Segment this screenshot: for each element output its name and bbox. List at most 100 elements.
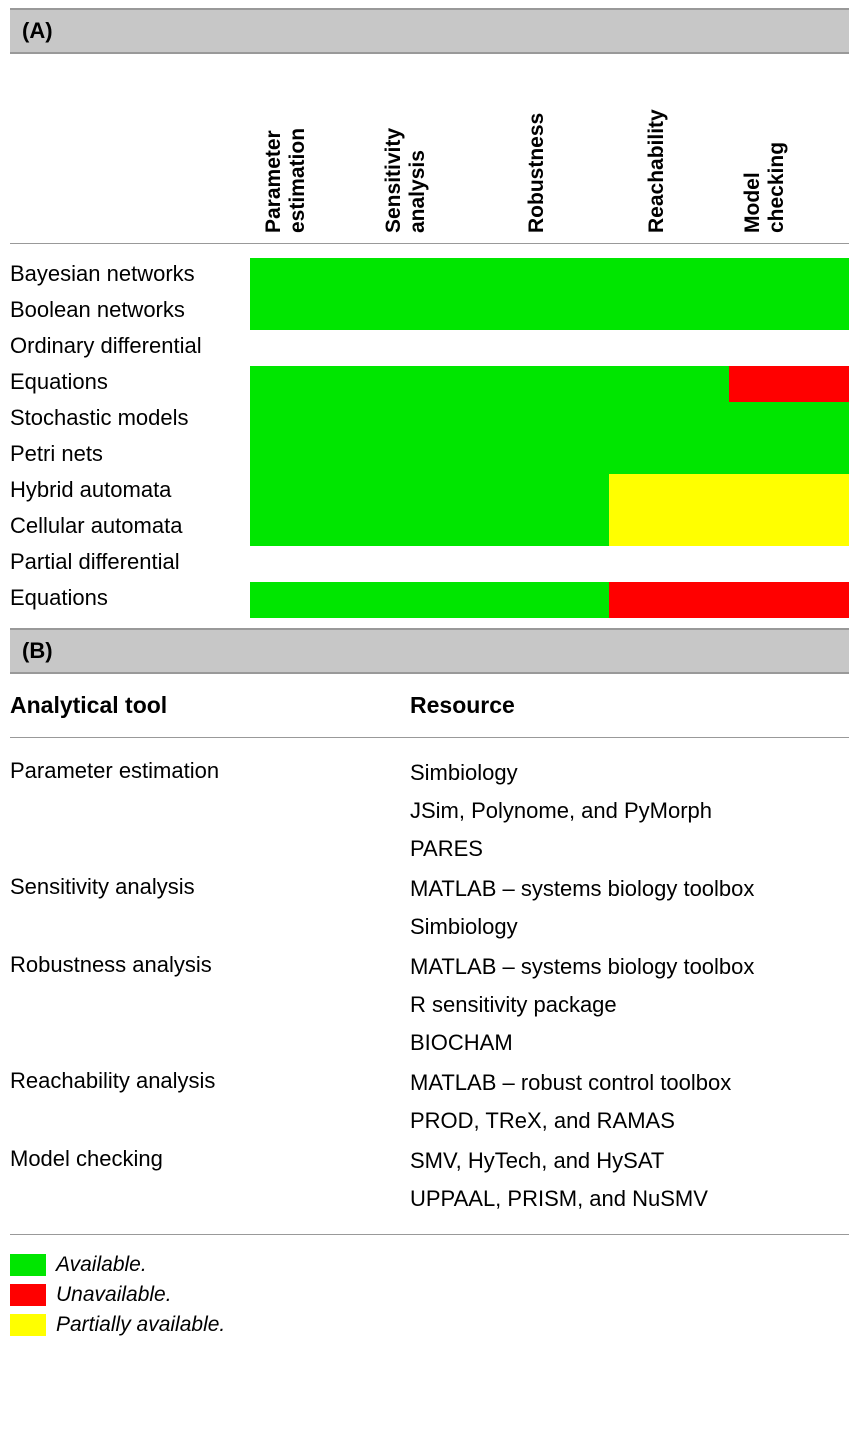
table-row: Stochastic models: [10, 402, 849, 438]
table-row: Partial differential: [10, 546, 849, 582]
availability-cell: [490, 258, 610, 294]
legend-item: Partially available.: [10, 1313, 849, 1337]
resource-list: MATLAB – systems biology toolboxR sensit…: [410, 948, 849, 1062]
part-b-col-tool: Analytical tool: [10, 692, 410, 719]
availability-cell: [370, 510, 490, 546]
availability-cell: [609, 294, 729, 330]
part-a-column-headers: ParameterestimationSensitivityanalysisRo…: [10, 54, 849, 244]
availability-cell: [609, 474, 729, 510]
table-row: Hybrid automata: [10, 474, 849, 510]
resource-item: JSim, Polynome, and PyMorph: [410, 792, 849, 830]
part-b-header-row: Analytical tool Resource: [10, 674, 849, 738]
row-label: Cellular automata: [10, 510, 250, 546]
availability-cell: [370, 402, 490, 438]
resource-list: SMV, HyTech, and HySATUPPAAL, PRISM, and…: [410, 1142, 849, 1218]
legend-item: Unavailable.: [10, 1283, 849, 1307]
legend-label: Unavailable.: [56, 1283, 172, 1307]
column-header-label: Robustness: [525, 113, 549, 233]
column-header: Modelchecking: [729, 54, 849, 243]
availability-cell: [609, 402, 729, 438]
legend-swatch: [10, 1314, 46, 1336]
availability-cell: [490, 582, 610, 618]
availability-cell: [250, 366, 370, 402]
availability-cell: [370, 294, 490, 330]
resource-item: SMV, HyTech, and HySAT: [410, 1142, 849, 1180]
legend-label: Partially available.: [56, 1313, 225, 1337]
availability-cell: [729, 546, 849, 582]
resource-item: BIOCHAM: [410, 1024, 849, 1062]
table-row: Boolean networks: [10, 294, 849, 330]
row-label: Petri nets: [10, 438, 250, 474]
availability-cell: [370, 258, 490, 294]
row-label: Ordinary differential: [10, 330, 250, 366]
availability-cell: [490, 366, 610, 402]
resource-item: PROD, TReX, and RAMAS: [410, 1102, 849, 1140]
part-a-body: Bayesian networksBoolean networksOrdinar…: [10, 244, 849, 628]
availability-cell: [490, 294, 610, 330]
analytical-tool-label: Reachability analysis: [10, 1064, 410, 1140]
legend-swatch: [10, 1254, 46, 1276]
resource-item: R sensitivity package: [410, 986, 849, 1024]
table-row: Bayesian networks: [10, 258, 849, 294]
tool-row: Model checkingSMV, HyTech, and HySATUPPA…: [10, 1142, 849, 1218]
tool-row: Parameter estimationSimbiologyJSim, Poly…: [10, 754, 849, 868]
table-row: Equations: [10, 582, 849, 618]
row-label: Equations: [10, 582, 250, 618]
row-label: Hybrid automata: [10, 474, 250, 510]
availability-cell: [250, 546, 370, 582]
availability-cell: [729, 582, 849, 618]
availability-cell: [609, 582, 729, 618]
table-row: Cellular automata: [10, 510, 849, 546]
resource-item: UPPAAL, PRISM, and NuSMV: [410, 1180, 849, 1218]
availability-cell: [490, 510, 610, 546]
availability-cell: [250, 402, 370, 438]
availability-cell: [490, 402, 610, 438]
column-header-label: Reachability: [645, 109, 669, 233]
tool-row: Reachability analysisMATLAB – robust con…: [10, 1064, 849, 1140]
part-b-col-resource: Resource: [410, 692, 849, 719]
availability-cell: [729, 402, 849, 438]
availability-cell: [370, 438, 490, 474]
column-header: Parameterestimation: [250, 54, 370, 243]
tool-row: Robustness analysisMATLAB – systems biol…: [10, 948, 849, 1062]
resource-item: PARES: [410, 830, 849, 868]
availability-cell: [609, 546, 729, 582]
availability-cell: [729, 474, 849, 510]
availability-cell: [490, 438, 610, 474]
column-header: Robustness: [490, 54, 610, 243]
row-label: Boolean networks: [10, 294, 250, 330]
availability-cell: [729, 330, 849, 366]
row-label: Bayesian networks: [10, 258, 250, 294]
availability-cell: [250, 510, 370, 546]
legend: Available. Unavailable. Partially availabl…: [10, 1235, 849, 1337]
resource-item: Simbiology: [410, 754, 849, 792]
availability-cell: [250, 582, 370, 618]
resource-list: MATLAB – systems biology toolboxSimbiolo…: [410, 870, 849, 946]
analytical-tool-label: Robustness analysis: [10, 948, 410, 1062]
availability-cell: [609, 366, 729, 402]
analytical-tool-label: Model checking: [10, 1142, 410, 1218]
availability-cell: [250, 438, 370, 474]
table-row: Equations: [10, 366, 849, 402]
availability-cell: [729, 294, 849, 330]
availability-cell: [250, 258, 370, 294]
availability-cell: [250, 294, 370, 330]
availability-cell: [609, 330, 729, 366]
availability-cell: [370, 474, 490, 510]
column-header: Reachability: [609, 54, 729, 243]
availability-cell: [490, 546, 610, 582]
legend-label: Available.: [56, 1253, 147, 1277]
availability-cell: [609, 258, 729, 294]
resource-item: MATLAB – robust control toolbox: [410, 1064, 849, 1102]
section-b-header: (B): [10, 629, 849, 673]
resource-list: SimbiologyJSim, Polynome, and PyMorphPAR…: [410, 754, 849, 868]
column-header-label: Modelchecking: [741, 142, 789, 233]
analytical-tool-label: Sensitivity analysis: [10, 870, 410, 946]
tool-row: Sensitivity analysisMATLAB – systems bio…: [10, 870, 849, 946]
availability-cell: [729, 258, 849, 294]
analytical-tool-label: Parameter estimation: [10, 754, 410, 868]
availability-cell: [490, 474, 610, 510]
legend-item: Available.: [10, 1253, 849, 1277]
availability-cell: [370, 366, 490, 402]
availability-cell: [250, 330, 370, 366]
